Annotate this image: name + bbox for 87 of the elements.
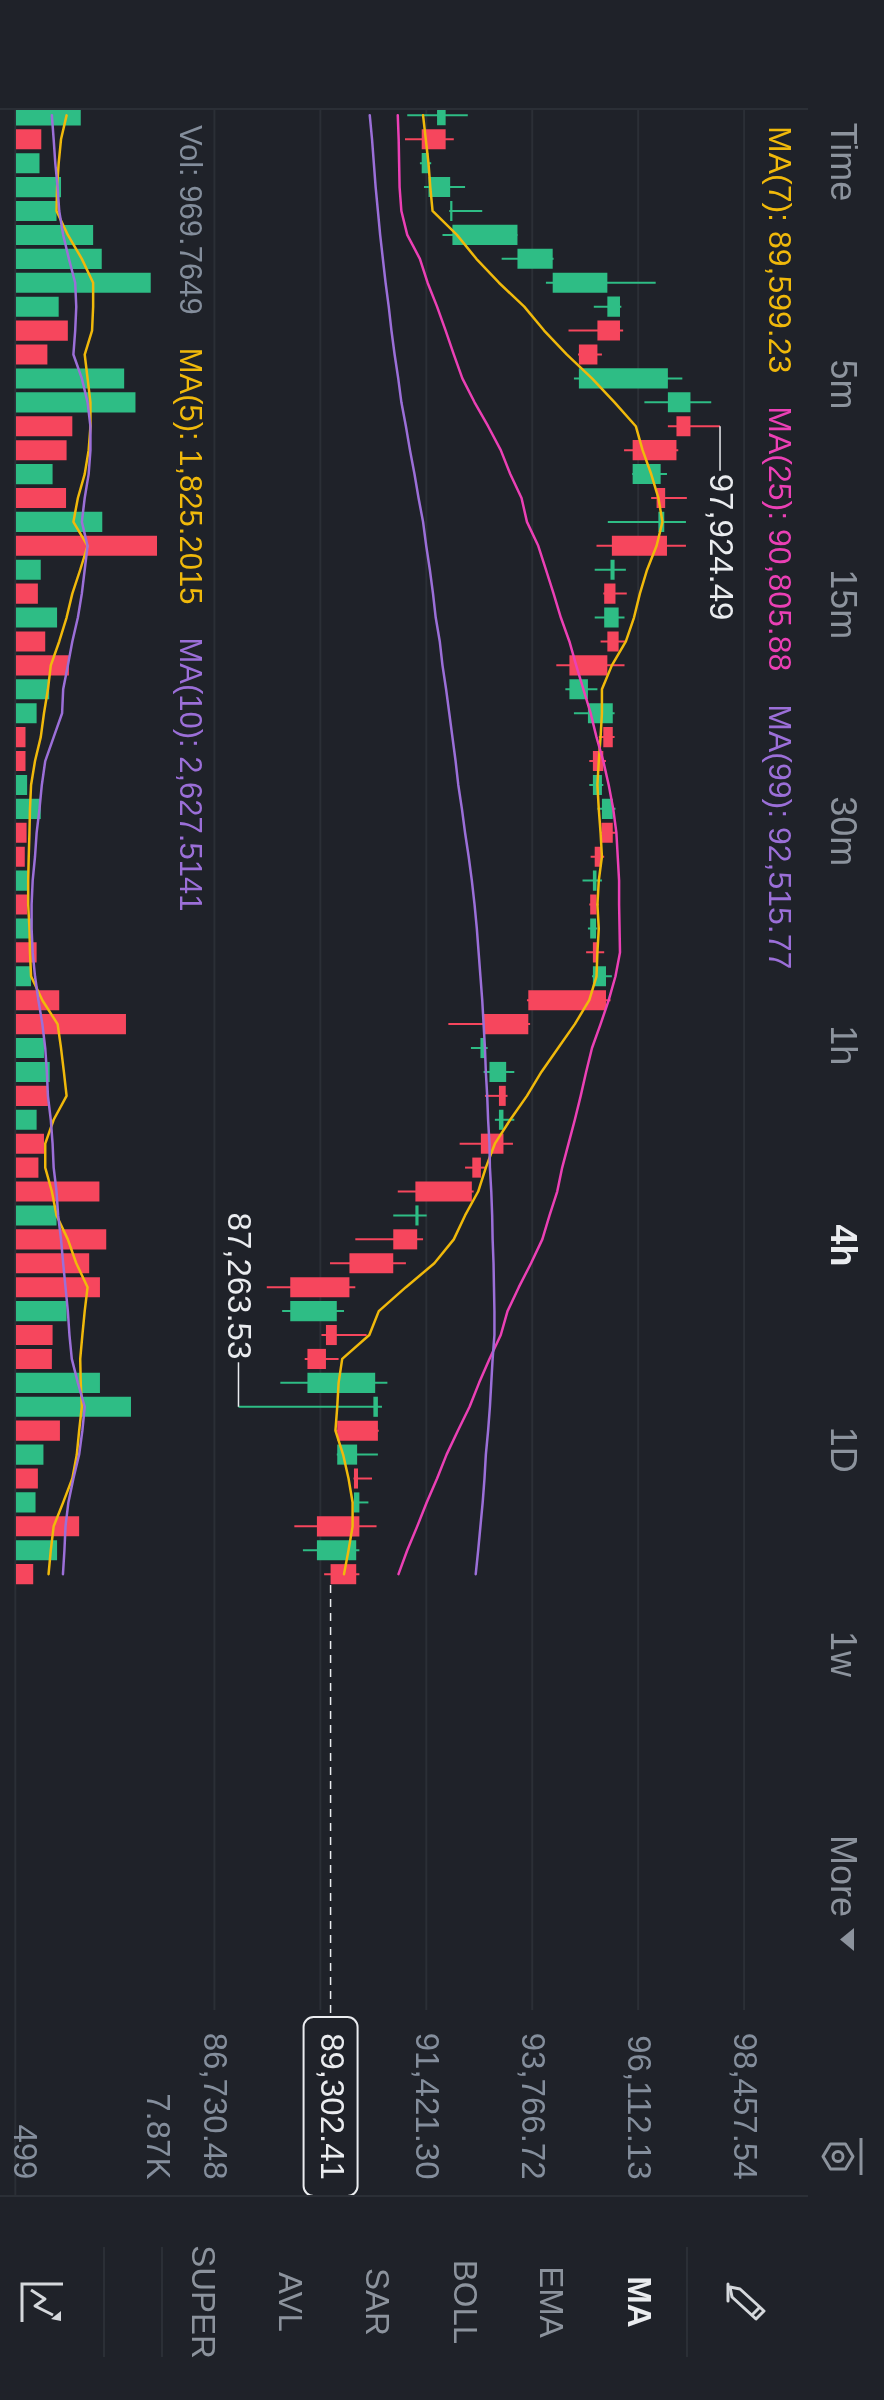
bar <box>15 1085 48 1106</box>
text: MA(25): 90,805.88 <box>762 406 798 672</box>
annotation: 87,263.53 <box>221 1212 259 1360</box>
bar <box>15 464 53 485</box>
bar <box>15 535 157 556</box>
bar <box>15 487 67 509</box>
bar <box>15 368 125 389</box>
bar <box>15 1492 36 1513</box>
x-tick-label: 91,421.30 <box>408 2032 446 2180</box>
bar <box>15 727 26 748</box>
bar <box>15 703 37 724</box>
text: 1h <box>823 1025 865 1066</box>
text: SUPER <box>184 2245 222 2359</box>
bar <box>15 392 136 413</box>
text: BOLL <box>446 2259 484 2345</box>
text: Vol: 969.7649 <box>173 125 208 315</box>
x-tick-label: 7.87K <box>139 2093 177 2180</box>
bar <box>15 272 151 293</box>
x-tick-label: 499 <box>7 2124 45 2180</box>
bar <box>15 248 102 269</box>
bar <box>15 1516 80 1537</box>
bar <box>15 320 68 341</box>
bar <box>15 129 42 150</box>
text: MA(10): 2,627.5141 <box>173 637 208 912</box>
x-tick-label: 86,730.48 <box>196 2032 234 2180</box>
bar <box>15 1301 67 1322</box>
text: MA(99): 92,515.77 <box>762 704 798 970</box>
bar <box>15 1205 57 1226</box>
bar <box>15 846 25 867</box>
bar <box>15 1396 131 1417</box>
bar <box>15 1444 44 1465</box>
text: More <box>823 1834 865 1918</box>
bar <box>15 200 57 222</box>
bar <box>15 774 28 796</box>
bar <box>15 344 48 365</box>
bar <box>15 751 26 772</box>
text: 1w <box>823 1630 865 1678</box>
bar <box>15 822 27 843</box>
x-tick-label: 98,457.54 <box>726 2032 764 2180</box>
bar <box>15 631 46 652</box>
bar <box>15 655 69 676</box>
text: 4h <box>823 1224 865 1267</box>
text: 15m <box>823 569 865 640</box>
bar <box>15 224 94 245</box>
bar <box>15 440 67 461</box>
bar <box>15 296 59 317</box>
bar <box>15 679 50 700</box>
bar <box>15 1324 53 1346</box>
ref-line-label: 89,302.41 <box>313 2033 351 2180</box>
bar <box>15 1229 107 1250</box>
bar <box>15 1253 90 1274</box>
bar <box>15 1014 126 1035</box>
bar <box>15 1181 100 1202</box>
bar <box>15 177 62 198</box>
text: 30m <box>823 796 865 867</box>
bar <box>15 607 58 628</box>
x-tick-label: 93,766.72 <box>514 2032 552 2180</box>
text: Time <box>823 122 865 202</box>
bar <box>15 1348 52 1369</box>
text: EMA <box>532 2266 570 2338</box>
annotation: 97,924.49 <box>703 473 741 621</box>
bar <box>15 1540 58 1561</box>
bar <box>15 1133 44 1154</box>
text: MA(7): 89,599.23 <box>762 126 798 374</box>
text: 1D <box>823 1426 865 1473</box>
bar <box>15 559 41 580</box>
bar <box>15 416 73 437</box>
text: AVL <box>271 2272 309 2332</box>
bar <box>15 583 38 604</box>
bar <box>15 1277 100 1298</box>
text: MA(5): 1,825.2015 <box>173 347 208 605</box>
bar <box>15 1061 50 1082</box>
bar <box>15 894 28 915</box>
bar <box>15 1109 37 1130</box>
text: SAR <box>358 2268 396 2336</box>
x-tick-label: 96,112.13 <box>620 2035 658 2180</box>
bar <box>15 1157 39 1178</box>
bar <box>15 966 32 987</box>
bar <box>15 1372 100 1393</box>
text: 5m <box>823 359 865 410</box>
bar <box>15 1420 60 1441</box>
bar <box>15 1037 44 1059</box>
bar <box>15 1564 34 1585</box>
bar <box>15 153 40 174</box>
bar <box>15 1468 38 1489</box>
bar <box>15 511 103 532</box>
text: MA <box>621 2276 659 2328</box>
